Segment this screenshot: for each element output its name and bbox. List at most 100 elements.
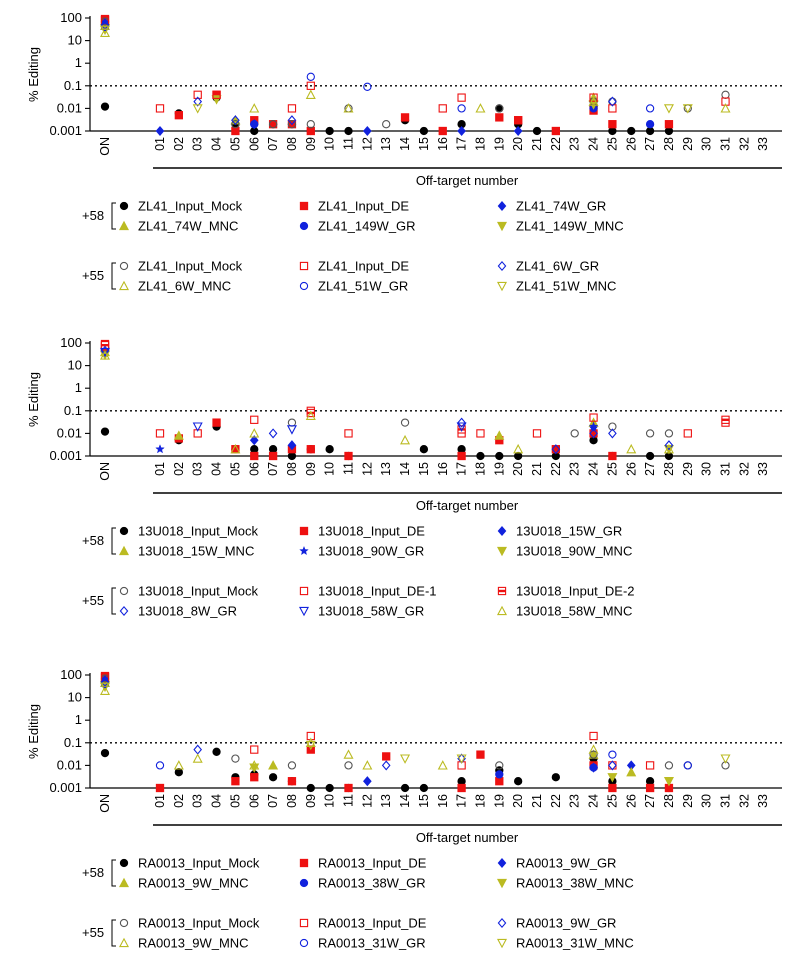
y-tick-label: 0.001 (49, 123, 82, 138)
legend-entry: 13U018_15W_MNC (138, 544, 254, 559)
x-tick-label: 12 (360, 137, 374, 151)
x-tick-label: 33 (756, 794, 770, 808)
x-tick-label: 24 (587, 462, 601, 476)
data-point (155, 761, 165, 770)
x-tick-label: 26 (624, 794, 638, 808)
x-tick-label: 24 (587, 137, 601, 151)
data-point (250, 445, 259, 454)
legend-group-label: +55 (82, 925, 104, 940)
x-tick-label: 29 (681, 137, 695, 151)
legend-marker (496, 281, 508, 292)
x-tick-label: 28 (662, 462, 676, 476)
legend-bracket (111, 262, 116, 290)
legend-entry: ZL41_149W_MNC (516, 219, 624, 234)
data-point (608, 451, 617, 461)
data-point (721, 415, 730, 424)
legend-marker (299, 858, 309, 868)
x-tick-label: 30 (700, 794, 714, 808)
legend-entry: ZL41_Input_Mock (138, 259, 243, 274)
data-point (250, 745, 259, 754)
data-point (306, 126, 315, 136)
data-point (193, 744, 203, 755)
x-tick-label: 16 (436, 794, 450, 808)
data-point (456, 422, 467, 432)
data-point (457, 783, 466, 793)
data-point (438, 126, 447, 136)
x-tick-label: 32 (737, 794, 751, 808)
data-point (664, 126, 674, 136)
x-tick-label: 01 (153, 137, 167, 151)
y-tick-label: 0.001 (49, 780, 82, 795)
x-tick-label: 21 (530, 137, 544, 151)
y-axis-label: % Editing (26, 704, 41, 759)
data-point (100, 102, 110, 111)
legend-entry: RA0013_9W_GR (516, 916, 616, 931)
x-tick-label: 18 (473, 794, 487, 808)
x-tick-label: 01 (153, 794, 167, 808)
y-tick-label: 10 (68, 690, 82, 705)
legend-marker (118, 220, 130, 231)
data-point (532, 126, 542, 136)
legend-entry: 13U018_90W_MNC (516, 544, 632, 559)
legend-entry: 13U018_90W_GR (318, 544, 424, 559)
data-point (212, 747, 221, 756)
data-point (475, 103, 486, 113)
x-tick-label: 04 (210, 137, 224, 151)
data-point (664, 429, 674, 438)
y-tick-label: 1 (75, 55, 82, 70)
x-tick-label: 16 (436, 462, 450, 476)
data-point (268, 428, 278, 439)
x-tick-label: 32 (737, 137, 751, 151)
data-point (495, 104, 504, 113)
x-tick-label: 19 (492, 794, 506, 808)
data-point (286, 425, 297, 435)
y-tick-label: 10 (68, 358, 82, 373)
legend-marker (299, 878, 309, 888)
y-tick-label: 0.1 (64, 78, 82, 93)
data-point (343, 103, 354, 113)
data-point (344, 783, 353, 793)
data-point (664, 120, 674, 129)
x-tick-label: 22 (549, 794, 563, 808)
x-tick-label: 02 (172, 462, 186, 476)
legend-marker (299, 938, 309, 948)
y-tick-label: 0.1 (64, 735, 82, 750)
data-point (306, 72, 315, 81)
data-point (193, 90, 202, 99)
data-point (305, 89, 316, 99)
data-point (306, 81, 315, 90)
data-point (287, 440, 297, 451)
legend-marker (497, 857, 507, 869)
data-point (682, 104, 693, 114)
data-point (457, 777, 466, 786)
panel-2: 100 10 1 0.1 0.01 0.001 % Editing ON 01 02 03 04 05 0… (26, 335, 782, 619)
data-point (551, 773, 560, 782)
legend-marker (118, 280, 130, 291)
legend-entry: 13U018_58W_GR (318, 604, 424, 619)
data-point (588, 744, 599, 754)
data-point (551, 445, 560, 454)
data-point (495, 451, 504, 461)
data-point (608, 428, 617, 439)
legend-entry: RA0013_Input_DE (318, 856, 427, 871)
x-tick-label: 26 (624, 137, 638, 151)
legend-marker (299, 221, 309, 231)
legend-marker (299, 201, 309, 211)
x-tick-label: 13 (379, 462, 393, 476)
x-tick-label: 03 (191, 462, 205, 476)
data-point (721, 90, 730, 99)
y-tick-label: 0.01 (57, 100, 82, 115)
x-tick-label: 21 (530, 462, 544, 476)
data-point (400, 418, 410, 427)
data-point (174, 768, 183, 777)
x-tick-label: 28 (662, 137, 676, 151)
x-tick-label: ON (98, 794, 112, 813)
legend-entry: 13U018_58W_MNC (516, 604, 632, 619)
data-point (645, 120, 655, 129)
data-point (212, 90, 221, 99)
data-point (589, 750, 598, 759)
data-point (231, 115, 240, 126)
data-point (100, 748, 110, 758)
data-point (645, 429, 655, 438)
data-point (231, 126, 240, 136)
